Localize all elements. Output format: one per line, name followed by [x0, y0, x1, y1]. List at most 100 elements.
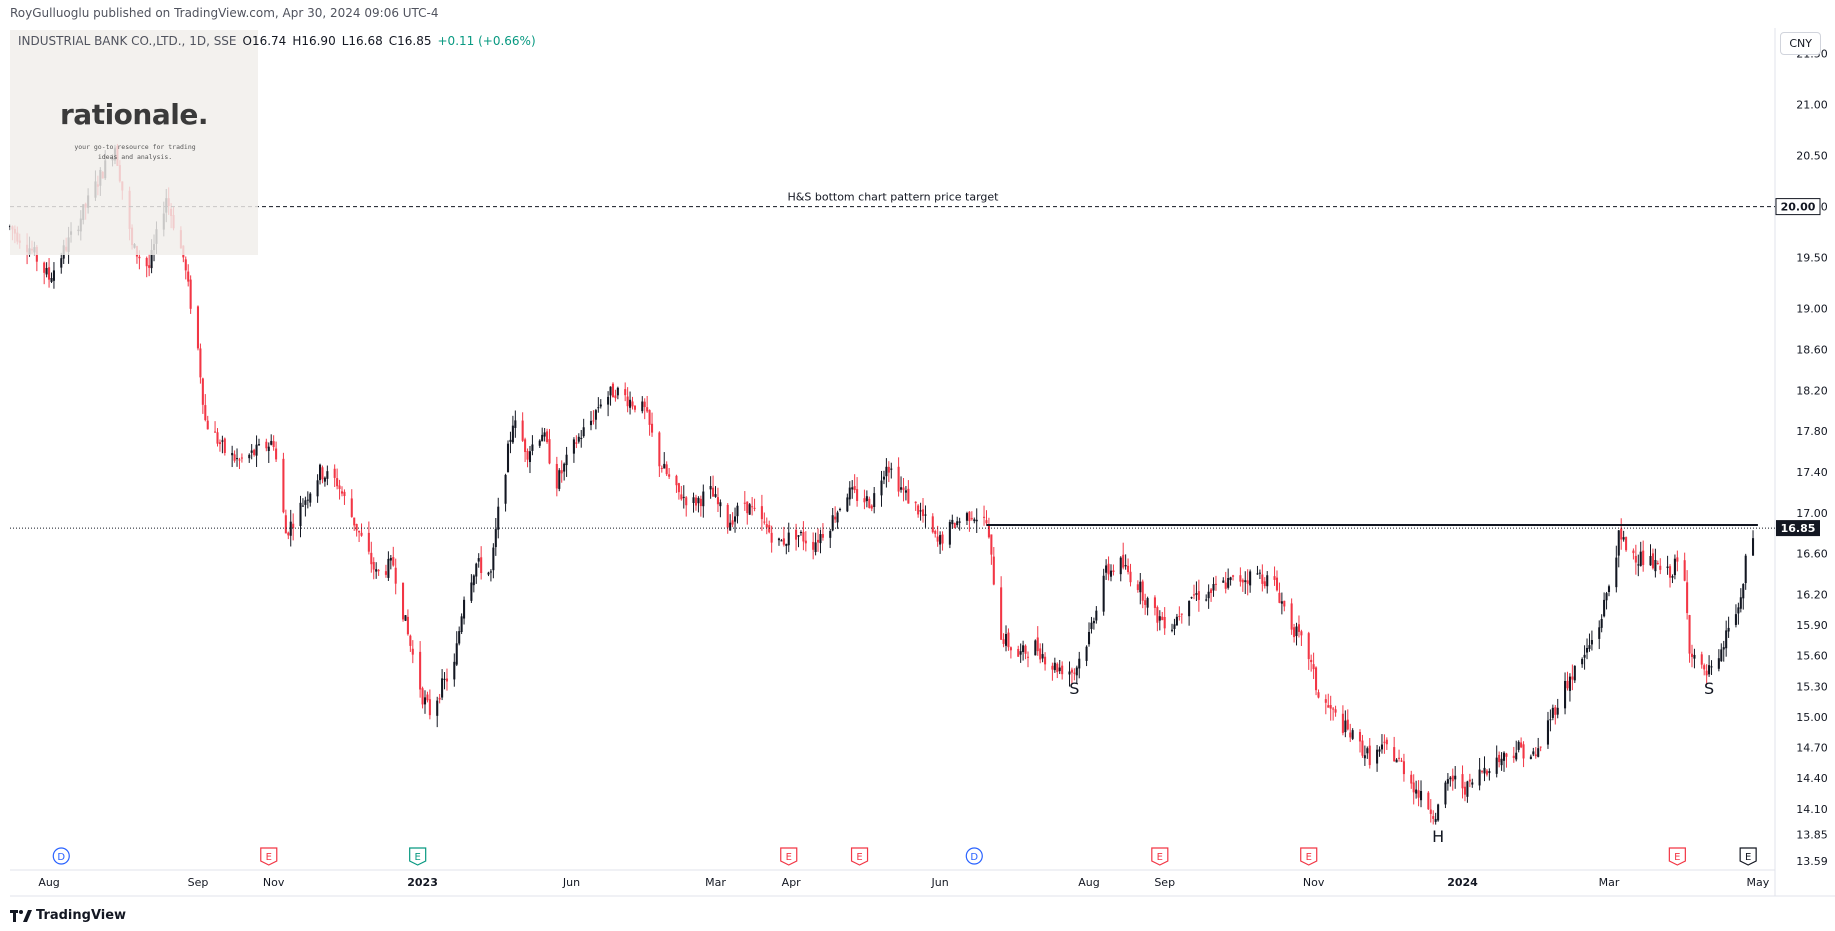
candle: [924, 505, 927, 528]
candle: [631, 396, 634, 410]
candle: [514, 410, 517, 438]
candle-body: [1419, 791, 1423, 801]
candle: [546, 428, 549, 444]
earnings-marker[interactable]: E: [260, 847, 278, 866]
dividend-marker[interactable]: D: [52, 847, 70, 865]
candle-body: [218, 442, 221, 445]
earnings-icon: [1151, 847, 1169, 866]
y-tick-label: 19.00: [1796, 303, 1828, 316]
candle: [1549, 709, 1552, 732]
candle: [1266, 571, 1269, 594]
candle-body: [870, 505, 873, 509]
candle: [1212, 577, 1215, 597]
candle-body: [1693, 654, 1696, 659]
candle-body: [531, 444, 534, 451]
candle-body: [663, 463, 666, 469]
candle-body: [384, 571, 387, 575]
earnings-marker[interactable]: E: [780, 847, 798, 866]
candle-body: [1532, 751, 1535, 755]
candle: [919, 502, 922, 521]
candle: [1637, 554, 1640, 577]
candle-body: [1725, 630, 1728, 649]
candle: [599, 399, 602, 409]
candle: [1361, 734, 1364, 758]
candle-body: [1607, 586, 1611, 593]
earnings-marker[interactable]: E: [1668, 847, 1686, 866]
candle-body: [1703, 665, 1706, 670]
candle: [538, 439, 541, 448]
earnings-marker[interactable]: E: [1300, 847, 1318, 866]
candle-body: [812, 541, 815, 550]
ohlc-low: L16.68: [341, 34, 383, 48]
candle-body: [914, 501, 917, 504]
candle: [868, 496, 871, 509]
candle-body: [148, 265, 151, 268]
candle-body: [763, 521, 766, 523]
price-axis[interactable]: 21.5021.0020.5020.0019.5019.0018.6018.20…: [1796, 48, 1828, 868]
candle: [765, 517, 768, 535]
candle-body: [580, 437, 583, 440]
candle-body: [43, 262, 46, 273]
candle: [870, 504, 873, 512]
time-axis[interactable]: Jun Aug Sep Nov 2023 Mar Apr Jun Aug Sep Nov 2024 Ma…: [38, 876, 1769, 889]
candle: [45, 262, 48, 278]
candle: [441, 669, 444, 701]
candle: [668, 468, 671, 479]
candle: [890, 462, 893, 479]
candle-body: [309, 493, 312, 503]
candle-body: [1363, 755, 1366, 759]
candle: [231, 445, 234, 468]
candle-body: [1415, 789, 1418, 794]
y-tick-label: 16.60: [1796, 548, 1828, 561]
candle-body: [411, 648, 414, 655]
candle: [921, 498, 925, 523]
candle-body: [1344, 720, 1347, 733]
candle-body: [1710, 666, 1713, 668]
candle-body: [1554, 707, 1557, 715]
candle-body: [802, 531, 805, 542]
candle-body: [50, 278, 53, 282]
x-tick-label: Mar: [1599, 876, 1620, 889]
candle: [1197, 579, 1200, 612]
candle: [1249, 569, 1252, 593]
candle: [272, 435, 275, 451]
candle-body: [409, 635, 412, 646]
candle-body: [902, 487, 905, 491]
candle-body: [785, 543, 788, 546]
candle: [1192, 584, 1196, 600]
currency-button[interactable]: CNY: [1780, 32, 1821, 55]
candle: [831, 508, 834, 532]
candle: [692, 492, 695, 513]
candle: [770, 525, 773, 553]
earnings-marker[interactable]: E: [1739, 847, 1757, 866]
dividend-icon: [52, 847, 70, 865]
candle-body: [563, 463, 566, 472]
candle: [1383, 734, 1386, 754]
footer-brand[interactable]: TradingView: [10, 908, 126, 923]
candle: [460, 613, 463, 635]
candle-body: [648, 410, 651, 425]
earnings-marker[interactable]: E: [1151, 847, 1169, 866]
candle-body: [406, 616, 409, 635]
candle-body: [1481, 771, 1484, 773]
candle: [1625, 536, 1628, 552]
candle: [804, 531, 807, 552]
candle: [851, 480, 854, 499]
dividend-marker[interactable]: D: [965, 847, 983, 865]
candle: [560, 460, 563, 483]
candle: [572, 437, 575, 463]
candle: [914, 501, 917, 511]
candle: [958, 517, 961, 531]
candle-body: [350, 498, 353, 517]
candle-body: [338, 485, 341, 489]
candle: [1141, 579, 1144, 609]
candle: [1451, 768, 1454, 791]
x-tick-label: Sep: [188, 876, 209, 889]
candle: [1146, 596, 1149, 616]
candle: [1654, 548, 1657, 578]
candle-body: [196, 306, 200, 349]
earnings-marker[interactable]: E: [850, 847, 869, 866]
earnings-marker[interactable]: E: [409, 847, 427, 866]
candle-body: [1227, 578, 1230, 588]
